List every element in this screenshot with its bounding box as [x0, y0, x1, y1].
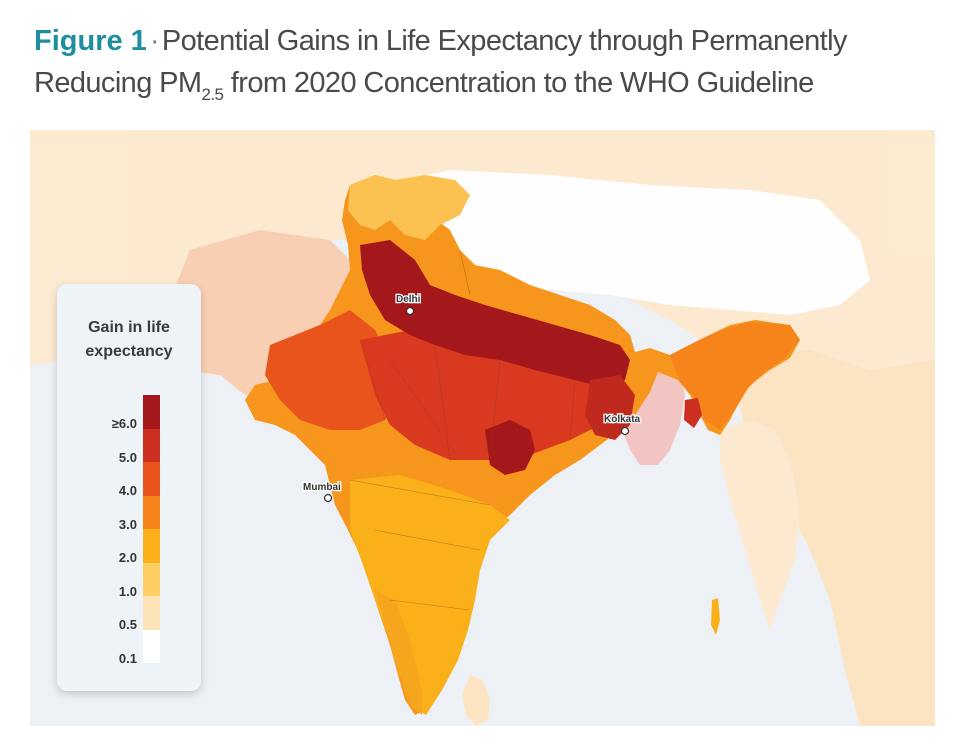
title-line-1: Figure 1 · Potential Gains in Life Expecta…: [34, 20, 934, 62]
legend-swatch: [143, 629, 160, 663]
title-line-2: Reducing PM2.5 from 2020 Concentration t…: [34, 62, 934, 108]
figure-title: Figure 1 · Potential Gains in Life Expecta…: [34, 20, 934, 108]
delhi-marker[interactable]: [405, 306, 415, 316]
legend-swatch: [143, 596, 160, 630]
india: [245, 175, 800, 715]
legend-tick-label: 0.1: [118, 650, 137, 666]
kerala-coast: [375, 590, 422, 715]
northeast-states: [670, 322, 800, 430]
state-borders: [349, 249, 576, 611]
title-text-line-2-pre: Reducing PM: [34, 67, 202, 99]
kolkata-marker[interactable]: [620, 426, 630, 436]
legend-tick-label: ≥6.0: [111, 416, 137, 431]
legend-title-line-2: expectancy: [85, 343, 173, 360]
city-markers: Delhi Kolkata Mumbai: [302, 293, 642, 503]
legend-tick-label: 3.0: [118, 516, 137, 532]
myanmar-east: [720, 420, 800, 630]
southern-peninsula: [350, 475, 510, 715]
legend-swatch: [143, 562, 160, 596]
mumbai-label: Mumbai: [303, 482, 341, 493]
indo-gangetic-plain: [360, 240, 630, 388]
legend-swatch: [143, 495, 160, 529]
andaman-islands: [711, 598, 720, 635]
legend-tick-label: 4.0: [118, 483, 137, 498]
kolkata-label: Kolkata: [604, 414, 641, 425]
title-text-line-2-post: from 2020 Concentration to the WHO Guide…: [223, 67, 815, 99]
chhattisgarh-hotspot: [485, 420, 535, 475]
bengal-region: [585, 375, 635, 440]
kashmir-region: [348, 175, 470, 240]
delhi-label: Delhi: [396, 294, 421, 305]
legend-color-bar: [143, 395, 160, 663]
pollutant-subscript: 2.5: [201, 85, 224, 104]
central-belt: [360, 330, 620, 460]
legend-tick-label: 1.0: [118, 583, 137, 599]
legend-tick-label: 0.5: [118, 617, 137, 632]
title-text-line-1: Potential Gains in Life Expectancy throu…: [161, 25, 848, 57]
tripura: [684, 398, 702, 428]
legend-swatch: [143, 529, 160, 563]
title-separator: ·: [149, 25, 160, 57]
legend-panel: Gain in life expectancy ≥6.0 5.0 4.0 3.0 2.0…: [57, 284, 201, 691]
legend-tick-label: 2.0: [118, 550, 137, 565]
himalaya-plateau: [360, 170, 870, 315]
legend-swatch: [143, 395, 160, 429]
legend-swatch: [143, 428, 160, 462]
legend-title-line-1: Gain in life: [88, 319, 170, 336]
map-area: Delhi Kolkata Mumbai: [30, 130, 935, 726]
legend-title: Gain in life expectancy: [57, 316, 201, 364]
legend-swatch: [143, 462, 160, 496]
legend-tick-label: 5.0: [118, 449, 137, 465]
mumbai-marker[interactable]: [323, 493, 333, 503]
sri-lanka: [462, 675, 490, 726]
figure-label: Figure 1: [34, 25, 147, 57]
india-pm25-map: Delhi Kolkata Mumbai: [30, 130, 935, 726]
